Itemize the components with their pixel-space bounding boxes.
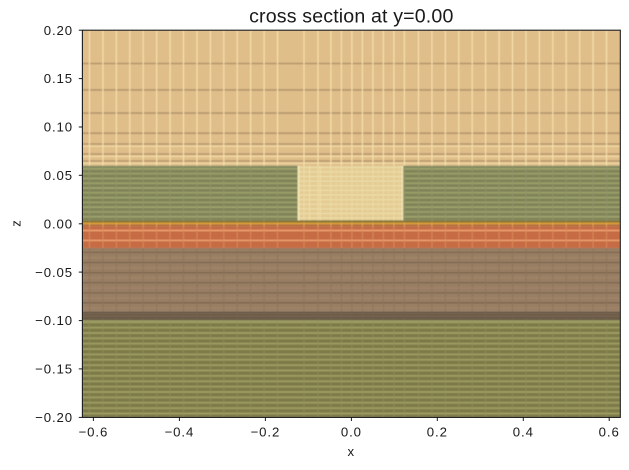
svg-text:0.15: 0.15 <box>44 71 73 86</box>
svg-text:cross section at y=0.00: cross section at y=0.00 <box>249 6 453 28</box>
svg-text:0.4: 0.4 <box>513 425 534 440</box>
svg-text:0.6: 0.6 <box>599 425 620 440</box>
svg-text:−0.2: −0.2 <box>251 425 281 440</box>
svg-text:0.00: 0.00 <box>44 216 73 231</box>
svg-text:−0.4: −0.4 <box>165 425 195 440</box>
svg-text:0.20: 0.20 <box>44 23 73 38</box>
svg-text:−0.15: −0.15 <box>35 362 73 377</box>
svg-text:z: z <box>9 219 24 227</box>
svg-text:0.10: 0.10 <box>44 120 73 135</box>
svg-text:−0.10: −0.10 <box>35 313 73 328</box>
svg-text:−0.6: −0.6 <box>79 425 109 440</box>
svg-text:0.2: 0.2 <box>427 425 448 440</box>
svg-text:−0.20: −0.20 <box>35 410 73 425</box>
svg-text:−0.05: −0.05 <box>35 265 73 280</box>
svg-text:x: x <box>348 444 356 459</box>
svg-text:0.05: 0.05 <box>44 168 73 183</box>
svg-text:0.0: 0.0 <box>341 425 362 440</box>
